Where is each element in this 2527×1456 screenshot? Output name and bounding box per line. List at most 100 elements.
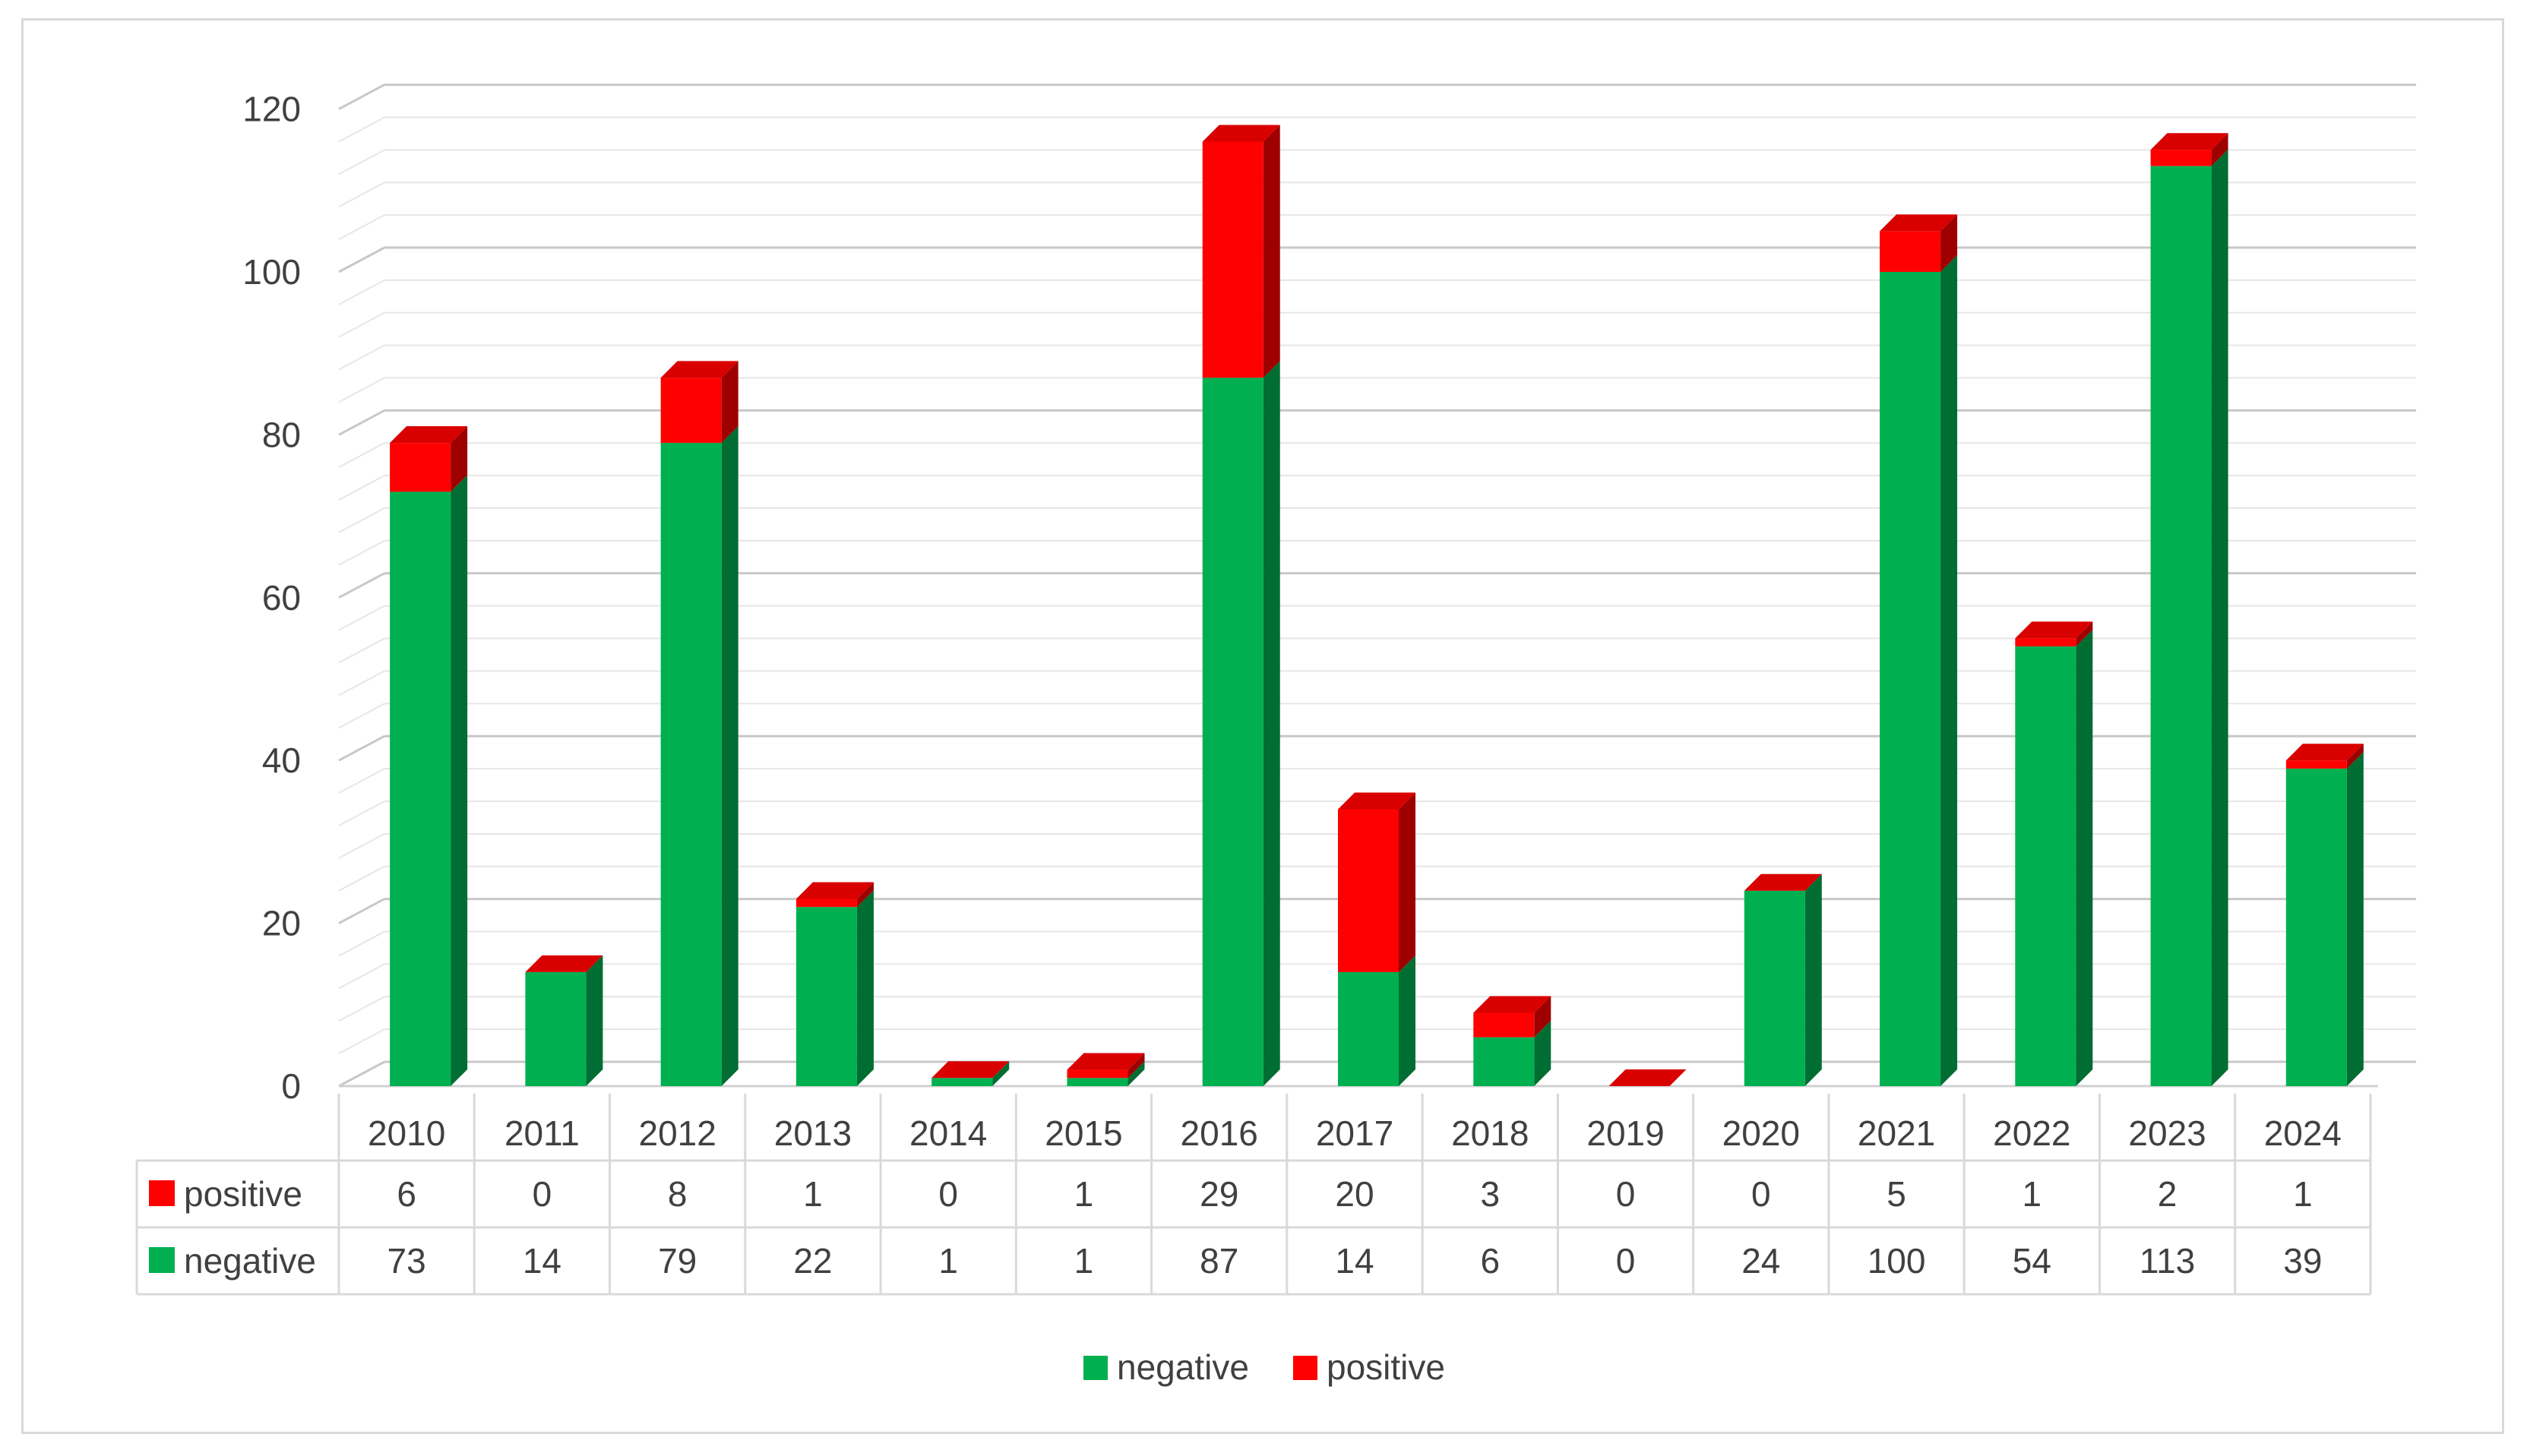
table-cell: 73 [387, 1241, 426, 1281]
y-tick-label: 20 [262, 904, 301, 943]
bar-side-positive [856, 882, 874, 908]
bar-side-negative [2346, 751, 2364, 1086]
bar-side-negative [1263, 361, 1280, 1086]
bar-top [2015, 621, 2093, 639]
table-row-key [149, 1180, 175, 1206]
bar-negative [390, 491, 451, 1086]
bar-top [660, 361, 738, 378]
y-axis: 0 20 40 60 80 100 120 [242, 90, 301, 1106]
y-tick-label: 120 [242, 90, 301, 129]
table-row-key [149, 1247, 175, 1273]
gridline-depth [338, 963, 385, 990]
gridline-depth [338, 409, 385, 436]
table-cell: 0 [1751, 1174, 1771, 1214]
table-header-year: 2010 [368, 1113, 445, 1153]
bar-side-positive [1128, 1053, 1145, 1079]
bar-negative [1744, 890, 1805, 1086]
table-cell: 87 [1200, 1241, 1238, 1281]
y-tick-label: 100 [242, 252, 301, 292]
table-cell: 0 [938, 1174, 958, 1214]
table-header-year: 2016 [1181, 1113, 1258, 1153]
bar-positive [1880, 231, 1941, 272]
table-cell: 1 [803, 1174, 823, 1214]
y-tick-label: 40 [262, 741, 301, 780]
bar-side-negative [586, 955, 603, 1086]
bar-negative [1880, 272, 1941, 1086]
table-cell: 1 [938, 1241, 958, 1281]
gridline-depth [338, 996, 385, 1022]
legend-swatch-negative [1083, 1356, 1108, 1380]
legend-swatch-positive [1293, 1356, 1317, 1380]
gridline-depth [338, 865, 385, 892]
legend: negative positive [1083, 1347, 1445, 1387]
table-cell: 2 [2158, 1174, 2178, 1214]
bars [390, 125, 2364, 1086]
table-header-year: 2014 [909, 1113, 987, 1153]
bar-side-positive [2211, 133, 2228, 166]
gridline-depth [338, 344, 385, 371]
gridline-depth [338, 442, 385, 469]
gridline-depth [338, 930, 385, 957]
bar-negative [2285, 768, 2347, 1086]
bar-negative [1338, 971, 1399, 1086]
bar-side-negative [1940, 255, 1958, 1086]
y-tick-label: 80 [262, 415, 301, 454]
bar-negative [2015, 646, 2076, 1086]
bar-positive [660, 377, 722, 444]
gridline-depth [338, 182, 385, 208]
gridline-depth [338, 1060, 385, 1088]
table-cell: 3 [1480, 1174, 1500, 1214]
bar-positive [1202, 141, 1264, 378]
bar-side-negative [1399, 955, 1415, 1086]
bar-top [1744, 873, 1822, 891]
data-table: 2010 2011 2012 2013 2014 2015 2016 2017 2018 2019… [135, 1094, 2372, 1296]
gridline-depth [338, 311, 385, 338]
bar-side-negative [1534, 1020, 1551, 1086]
table-header-year: 2012 [638, 1113, 716, 1153]
table-cell: 0 [1616, 1241, 1636, 1281]
table-cell: 113 [2140, 1241, 2195, 1281]
table-header-year: 2021 [1858, 1113, 1935, 1153]
table-cell: 6 [1480, 1241, 1500, 1281]
gridline-depth [338, 572, 385, 599]
gridline-depth [338, 703, 385, 729]
gridline-depth [338, 605, 385, 631]
bar-side-positive [721, 361, 738, 444]
gridline-depth [338, 475, 385, 501]
y-tick-label: 60 [262, 578, 301, 617]
bar-positive [390, 443, 451, 492]
bar-top [2150, 133, 2228, 150]
bar-side-positive [1534, 996, 1551, 1038]
table-cell: 79 [658, 1241, 697, 1281]
table-header-year: 2013 [774, 1113, 852, 1153]
table-cell: 20 [1335, 1174, 1374, 1214]
bar-top [1202, 125, 1280, 142]
table-cell: 54 [2013, 1241, 2051, 1281]
table-cell: 24 [1741, 1241, 1780, 1281]
bar-side-positive [2346, 744, 2364, 769]
table-row-label: positive [184, 1174, 302, 1214]
gridline-depth [338, 116, 385, 143]
bar-side-positive [1399, 792, 1415, 972]
table-header-year: 2024 [2264, 1113, 2342, 1153]
gridline-depth [338, 801, 385, 826]
gridline-depth [338, 832, 385, 859]
bar-side-negative [451, 475, 468, 1086]
table-cell: 1 [1074, 1174, 1094, 1214]
bar-top [390, 426, 468, 444]
gridline-depth [338, 377, 385, 403]
gridline-depth [338, 214, 385, 241]
bar-side-negative [856, 890, 874, 1086]
table-cell: 1 [1074, 1241, 1094, 1281]
legend-label: negative [1117, 1347, 1249, 1387]
table-cell: 14 [1335, 1241, 1374, 1281]
bar-top [2285, 744, 2364, 761]
table-header-year: 2019 [1586, 1113, 1664, 1153]
bar-negative [931, 1078, 993, 1086]
legend-label: positive [1327, 1347, 1445, 1387]
table-cell: 5 [1887, 1174, 1906, 1214]
bar-positive [795, 899, 857, 908]
bar-negative [1202, 377, 1264, 1086]
bar-side-negative [992, 1061, 1010, 1086]
table-header-year: 2023 [2128, 1113, 2206, 1153]
